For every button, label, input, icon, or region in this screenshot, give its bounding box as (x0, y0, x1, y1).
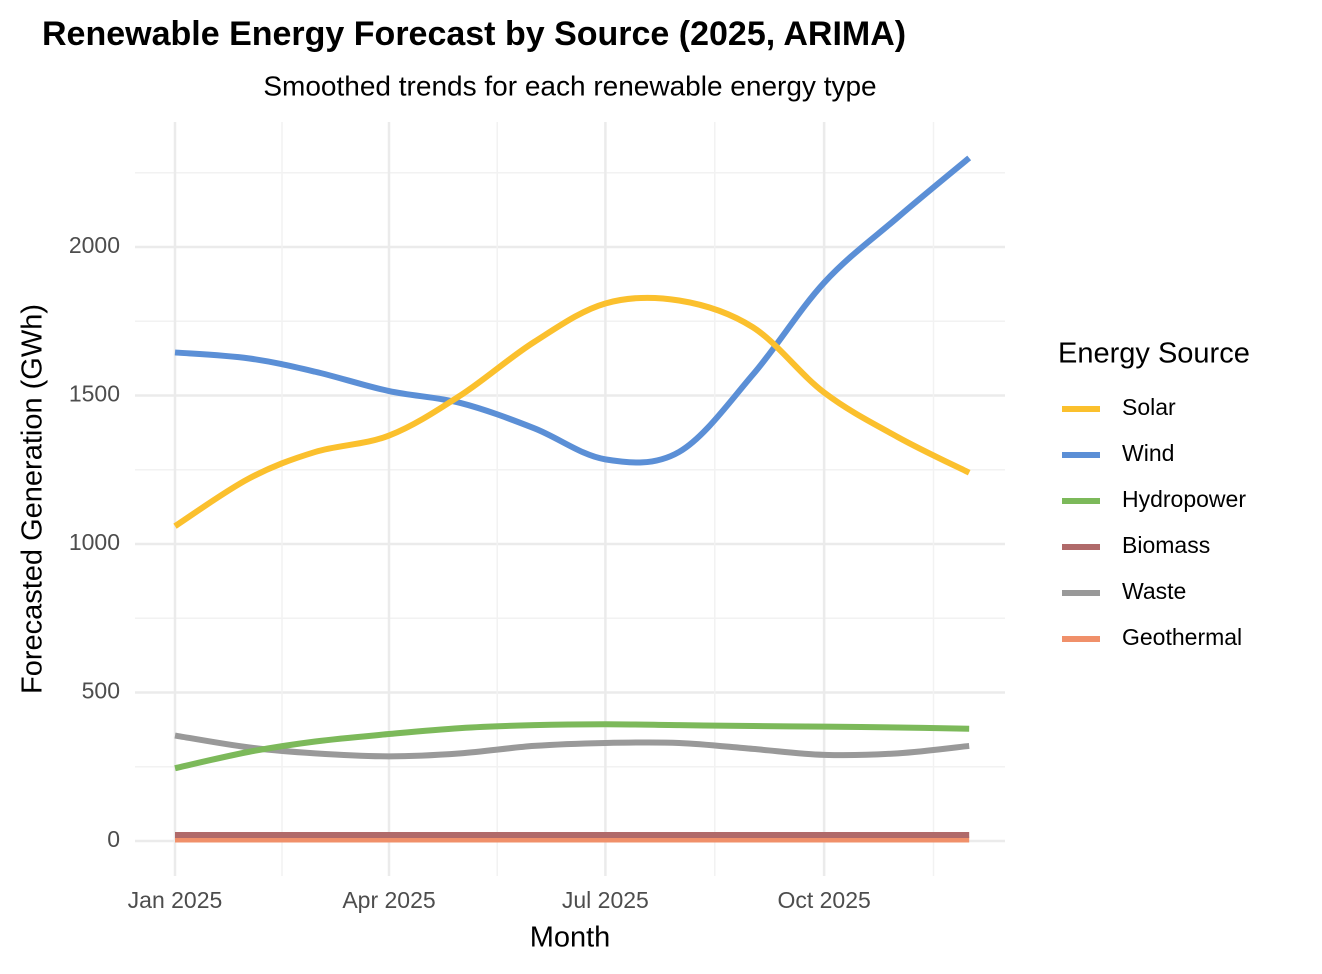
legend-label: Biomass (1122, 532, 1210, 558)
legend-label: Hydropower (1122, 486, 1246, 512)
legend-label: Geothermal (1122, 624, 1242, 650)
y-tick-label: 0 (107, 826, 120, 852)
y-tick-label: 1500 (69, 381, 120, 407)
chart-title: Renewable Energy Forecast by Source (202… (42, 15, 906, 53)
legend-label: Solar (1122, 394, 1176, 420)
x-tick-label: Apr 2025 (342, 887, 435, 913)
series-line (174, 732, 970, 760)
y-tick-label: 500 (82, 678, 120, 704)
chart-subtitle: Smoothed trends for each renewable energ… (263, 70, 876, 101)
x-tick-label: Oct 2025 (777, 887, 870, 913)
y-tick-label: 2000 (69, 232, 120, 258)
series-line (174, 155, 972, 466)
y-tick-label: 1000 (69, 529, 120, 555)
legend-label: Waste (1122, 578, 1186, 604)
x-axis-label: Month (530, 922, 611, 954)
series-line (173, 294, 971, 529)
legend-label: Wind (1122, 440, 1174, 466)
y-axis-label: Forecasted Generation (GWh) (17, 304, 49, 694)
legend-title: Energy Source (1058, 338, 1250, 370)
x-tick-label: Jul 2025 (562, 887, 649, 913)
x-tick-label: Jan 2025 (128, 887, 223, 913)
series-line (174, 721, 970, 772)
